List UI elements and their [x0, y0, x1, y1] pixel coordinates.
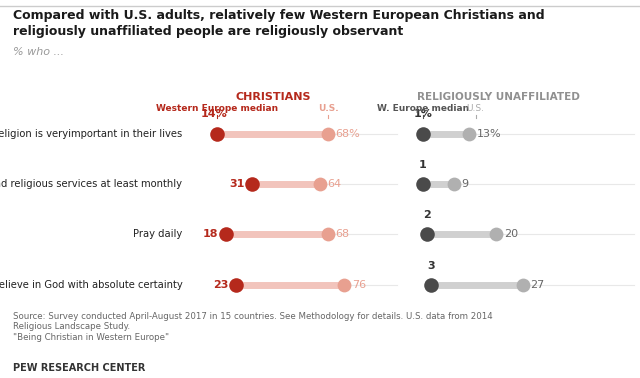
Text: CHRISTIANS: CHRISTIANS [235, 92, 310, 102]
Text: 23: 23 [213, 280, 228, 290]
Text: 1%: 1% [413, 110, 433, 119]
Point [418, 130, 428, 136]
Point [426, 282, 436, 288]
Point [315, 181, 325, 187]
Text: 68%: 68% [336, 129, 360, 139]
Text: religiously unaffiliated people are religiously observant: religiously unaffiliated people are reli… [13, 25, 403, 37]
Text: W. Europe median: W. Europe median [377, 104, 469, 113]
Text: Source: Survey conducted April-August 2017 in 15 countries. See Methodology for : Source: Survey conducted April-August 20… [13, 312, 493, 342]
Text: 3: 3 [427, 261, 435, 271]
Text: 9: 9 [461, 179, 468, 189]
Point [518, 282, 528, 288]
Text: 18: 18 [202, 229, 218, 239]
Point [422, 231, 432, 237]
Text: 2: 2 [423, 210, 431, 220]
Text: Say religion is veryimportant in their lives: Say religion is veryimportant in their l… [0, 129, 182, 139]
Point [464, 130, 474, 136]
Text: 14%: 14% [201, 110, 228, 119]
Point [212, 130, 223, 136]
Text: 31: 31 [229, 179, 244, 189]
Point [221, 231, 231, 237]
Point [449, 181, 459, 187]
Text: % who ...: % who ... [13, 47, 64, 57]
Text: Western Europe median: Western Europe median [156, 104, 278, 113]
Point [418, 181, 428, 187]
Text: Pray daily: Pray daily [133, 229, 182, 239]
Text: RELIGIOUSLY UNAFFILIATED: RELIGIOUSLY UNAFFILIATED [417, 92, 580, 102]
Text: Compared with U.S. adults, relatively few Western European Christians and: Compared with U.S. adults, relatively fe… [13, 9, 545, 22]
Text: U.S.: U.S. [317, 104, 339, 113]
Text: 1: 1 [419, 160, 427, 170]
Text: 20: 20 [504, 229, 518, 239]
Point [231, 282, 241, 288]
Point [339, 282, 349, 288]
Text: 68: 68 [336, 229, 350, 239]
Text: PEW RESEARCH CENTER: PEW RESEARCH CENTER [13, 363, 145, 373]
Text: Attend religious services at least monthly: Attend religious services at least month… [0, 179, 182, 189]
Point [491, 231, 501, 237]
Point [323, 231, 333, 237]
Text: 27: 27 [531, 280, 545, 290]
Text: U.S.: U.S. [467, 104, 484, 113]
Text: Believe in God with absolute certainty: Believe in God with absolute certainty [0, 280, 182, 290]
Point [323, 130, 333, 136]
Point [247, 181, 257, 187]
Text: 76: 76 [352, 280, 366, 290]
Text: 64: 64 [328, 179, 342, 189]
Text: 13%: 13% [477, 129, 501, 139]
